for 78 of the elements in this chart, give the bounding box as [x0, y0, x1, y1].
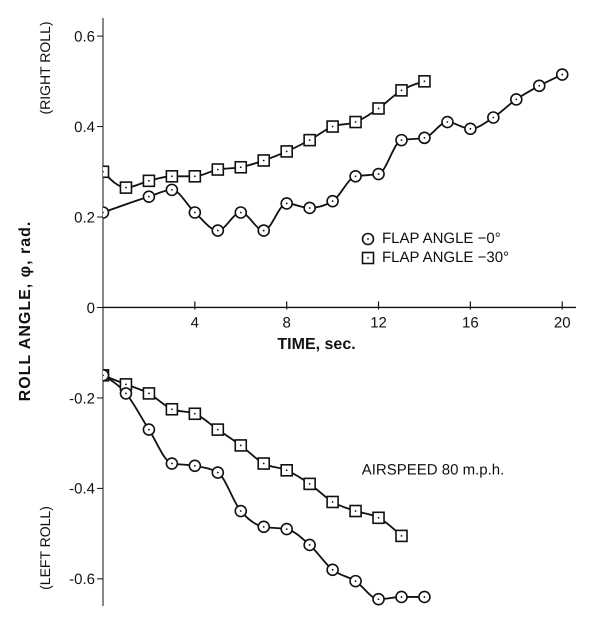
point: [418, 75, 431, 88]
y-axis-title: ROLL ANGLE, φ, rad.: [17, 220, 35, 402]
point: [349, 116, 362, 128]
point: [188, 206, 202, 219]
point: [166, 184, 178, 196]
y-tick-label: -0.4: [69, 480, 95, 498]
point: [464, 122, 477, 136]
point: [326, 120, 339, 133]
point: [120, 387, 132, 400]
point: [303, 538, 316, 552]
point: [212, 466, 224, 479]
point: [212, 224, 224, 237]
point: [280, 522, 293, 536]
point: [142, 174, 156, 188]
point: [349, 574, 362, 588]
point: [418, 590, 431, 604]
point: [326, 194, 339, 208]
point: [372, 592, 385, 606]
x-tick-label: 4: [190, 314, 200, 332]
x-axis-title: TIME, sec.: [277, 336, 356, 354]
point: [418, 132, 431, 144]
point: [166, 402, 178, 416]
point: [234, 160, 248, 174]
point: [166, 457, 178, 470]
point: [188, 170, 202, 183]
y-tick-label: 0.4: [74, 118, 95, 136]
point: [234, 206, 248, 219]
point: [326, 496, 339, 508]
point: [372, 102, 385, 115]
point: [441, 116, 454, 128]
point: [372, 511, 385, 524]
point: [395, 134, 408, 146]
point: [234, 439, 248, 452]
legend-label: FLAP ANGLE −30°: [382, 249, 510, 266]
point: [212, 163, 224, 176]
point: [166, 170, 178, 183]
point: [372, 168, 385, 180]
point: [257, 520, 270, 534]
point: [280, 145, 293, 158]
point: [395, 530, 408, 542]
point: [257, 457, 270, 470]
annotation: AIRSPEED 80 m.p.h.: [362, 462, 504, 478]
point: [188, 459, 202, 472]
y-tick-label: 0: [86, 300, 95, 317]
point: [142, 190, 156, 203]
text: (RIGHT ROLL): [37, 21, 53, 115]
point: [303, 202, 316, 214]
point: [510, 93, 523, 106]
x-tick-label: 16: [462, 314, 479, 332]
point: [142, 423, 156, 436]
point: [257, 154, 270, 167]
legend-label: FLAP ANGLE −0°: [382, 230, 501, 247]
point: [280, 464, 293, 477]
point: [349, 170, 362, 183]
point: [487, 111, 500, 124]
point: [120, 181, 132, 194]
point: [303, 478, 316, 490]
point: [303, 134, 316, 146]
y-tick-label: -0.6: [69, 571, 95, 588]
text: (LEFT ROLL): [37, 506, 53, 590]
point: [142, 387, 156, 400]
point: [349, 504, 362, 518]
point: [212, 423, 224, 436]
point: [395, 84, 408, 97]
point: [532, 80, 546, 92]
y-tick-label: 0.2: [74, 209, 95, 226]
x-tick-label: 20: [554, 314, 571, 332]
x-tick-label: 8: [282, 314, 291, 332]
y-tick-label: -0.2: [69, 390, 95, 408]
point: [326, 564, 339, 576]
point: [395, 590, 408, 604]
point: [257, 224, 270, 237]
x-tick-label: 12: [370, 314, 387, 332]
point: [556, 68, 569, 81]
point: [188, 407, 202, 420]
point: [280, 197, 293, 210]
y-tick-label: 0.6: [74, 28, 95, 46]
point: [234, 504, 248, 518]
